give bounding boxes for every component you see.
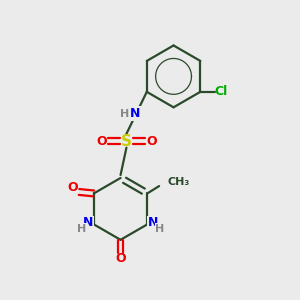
Text: CH₃: CH₃ [168, 177, 190, 187]
Text: O: O [96, 135, 107, 148]
Text: O: O [68, 181, 79, 194]
Text: O: O [115, 252, 126, 266]
Text: H: H [155, 224, 164, 234]
Text: H: H [77, 224, 86, 234]
Text: N: N [147, 216, 158, 230]
Text: N: N [130, 107, 140, 120]
Text: O: O [146, 135, 157, 148]
Text: H: H [120, 109, 130, 118]
Text: S: S [121, 134, 132, 149]
Text: N: N [83, 216, 94, 230]
Text: Cl: Cl [214, 85, 228, 98]
